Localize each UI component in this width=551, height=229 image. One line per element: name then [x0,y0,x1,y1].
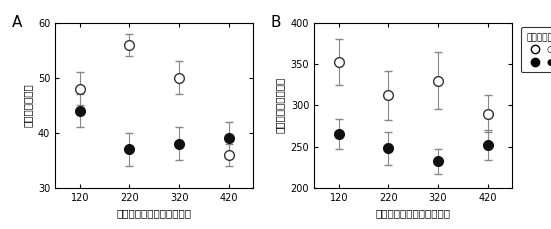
Y-axis label: エラー率（％）: エラー率（％） [22,83,33,127]
X-axis label: 介入タイミング（ミリ秒）: 介入タイミング（ミリ秒） [117,208,192,218]
Y-axis label: 反応時間（ミリ秒）: 反応時間（ミリ秒） [275,77,285,134]
Text: B: B [271,15,281,30]
X-axis label: 介入タイミング（ミリ秒）: 介入タイミング（ミリ秒） [376,208,451,218]
Text: A: A [12,15,22,30]
Legend: ○：正応答側, ●：誤応答側: ○：正応答側, ●：誤応答側 [521,27,551,72]
